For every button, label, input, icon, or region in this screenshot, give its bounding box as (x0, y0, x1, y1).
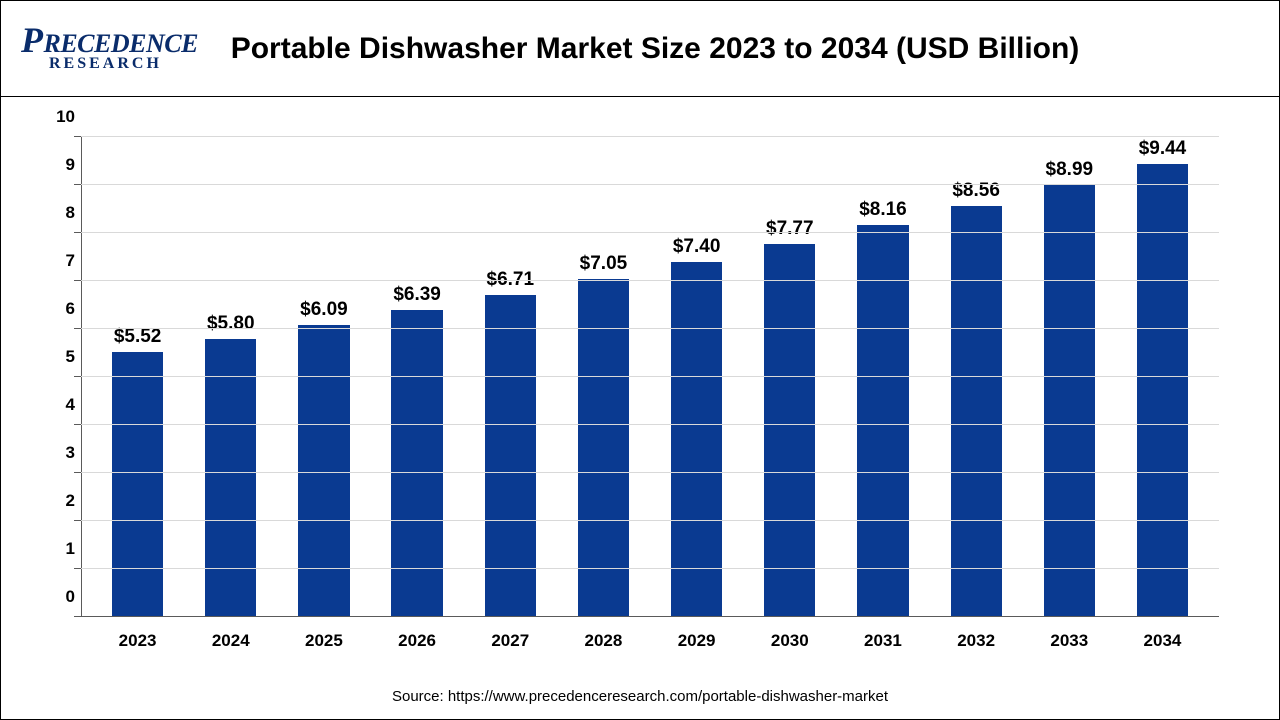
grid-line (81, 232, 1219, 233)
y-tick-mark (74, 280, 81, 281)
bar-slot: $7.052028 (557, 137, 650, 617)
x-tick-label: 2027 (491, 631, 529, 651)
x-tick-label: 2025 (305, 631, 343, 651)
y-tick-mark (74, 616, 81, 617)
bar (1044, 185, 1095, 617)
y-tick-label: 8 (47, 203, 75, 223)
grid-line (81, 328, 1219, 329)
y-tick-label: 0 (47, 587, 75, 607)
bar-value-label: $7.05 (580, 253, 628, 275)
y-tick-label: 4 (47, 395, 75, 415)
bar-value-label: $7.77 (766, 218, 814, 240)
grid-line (81, 568, 1219, 569)
x-tick-label: 2023 (119, 631, 157, 651)
bar (578, 279, 629, 617)
bar-slot: $5.522023 (91, 137, 184, 617)
bar (298, 325, 349, 617)
x-tick-label: 2030 (771, 631, 809, 651)
source-citation: Source: https://www.precedenceresearch.c… (1, 682, 1279, 719)
x-tick-label: 2029 (678, 631, 716, 651)
bar-value-label: $8.16 (859, 199, 907, 221)
bar (391, 310, 442, 617)
bars-group: $5.522023$5.802024$6.092025$6.392026$6.7… (81, 137, 1219, 617)
x-tick-label: 2034 (1144, 631, 1182, 651)
bar-slot: $7.772030 (743, 137, 836, 617)
bar-value-label: $6.09 (300, 299, 348, 321)
header: P RECEDENCE RESEARCH Portable Dishwasher… (1, 1, 1279, 97)
chart-area: $5.522023$5.802024$6.092025$6.392026$6.7… (1, 97, 1279, 682)
y-tick-mark (74, 184, 81, 185)
grid-line (81, 184, 1219, 185)
grid-line (81, 472, 1219, 473)
grid-line (81, 280, 1219, 281)
grid-line (81, 376, 1219, 377)
bar (951, 206, 1002, 617)
x-tick-label: 2028 (585, 631, 623, 651)
x-tick-label: 2033 (1050, 631, 1088, 651)
y-tick-label: 5 (47, 347, 75, 367)
y-tick-mark (74, 520, 81, 521)
bar-value-label: $9.44 (1139, 138, 1187, 160)
y-tick-mark (74, 424, 81, 425)
bar-value-label: $7.40 (673, 236, 721, 258)
grid-line (81, 424, 1219, 425)
bar-slot: $6.092025 (277, 137, 370, 617)
bar-value-label: $5.80 (207, 313, 255, 335)
bar-value-label: $6.39 (393, 284, 441, 306)
y-tick-label: 9 (47, 155, 75, 175)
x-tick-label: 2031 (864, 631, 902, 651)
bar (205, 339, 256, 617)
bar-slot: $6.712027 (464, 137, 557, 617)
logo-line1: P RECEDENCE (21, 24, 198, 59)
chart-title: Portable Dishwasher Market Size 2023 to … (211, 32, 1259, 66)
x-tick-label: 2024 (212, 631, 250, 651)
bar-slot: $8.562032 (930, 137, 1023, 617)
x-tick-label: 2026 (398, 631, 436, 651)
y-tick-label: 10 (47, 107, 75, 127)
bar-value-label: $8.99 (1046, 159, 1094, 181)
bar-slot: $6.392026 (371, 137, 464, 617)
logo: P RECEDENCE RESEARCH (21, 24, 211, 73)
y-tick-label: 2 (47, 491, 75, 511)
y-tick-label: 3 (47, 443, 75, 463)
y-tick-label: 6 (47, 299, 75, 319)
bar-value-label: $5.52 (114, 326, 162, 348)
plot-area: $5.522023$5.802024$6.092025$6.392026$6.7… (81, 137, 1219, 617)
bar (671, 262, 722, 617)
x-tick-label: 2032 (957, 631, 995, 651)
y-tick-label: 1 (47, 539, 75, 559)
chart-container: P RECEDENCE RESEARCH Portable Dishwasher… (0, 0, 1280, 720)
bar-slot: $8.992033 (1023, 137, 1116, 617)
bar (857, 225, 908, 617)
logo-line2: RESEARCH (21, 55, 162, 73)
bar-slot: $9.442034 (1116, 137, 1209, 617)
y-tick-mark (74, 568, 81, 569)
grid-line (81, 520, 1219, 521)
bar-slot: $5.802024 (184, 137, 277, 617)
y-tick-mark (74, 328, 81, 329)
y-tick-mark (74, 232, 81, 233)
y-tick-label: 7 (47, 251, 75, 271)
y-tick-mark (74, 472, 81, 473)
grid-line (81, 616, 1219, 617)
y-tick-mark (74, 136, 81, 137)
bar (112, 352, 163, 617)
bar-slot: $8.162031 (836, 137, 929, 617)
logo-initial: P (21, 24, 43, 56)
bar-slot: $7.402029 (650, 137, 743, 617)
y-tick-mark (74, 376, 81, 377)
bar (764, 244, 815, 617)
grid-line (81, 136, 1219, 137)
